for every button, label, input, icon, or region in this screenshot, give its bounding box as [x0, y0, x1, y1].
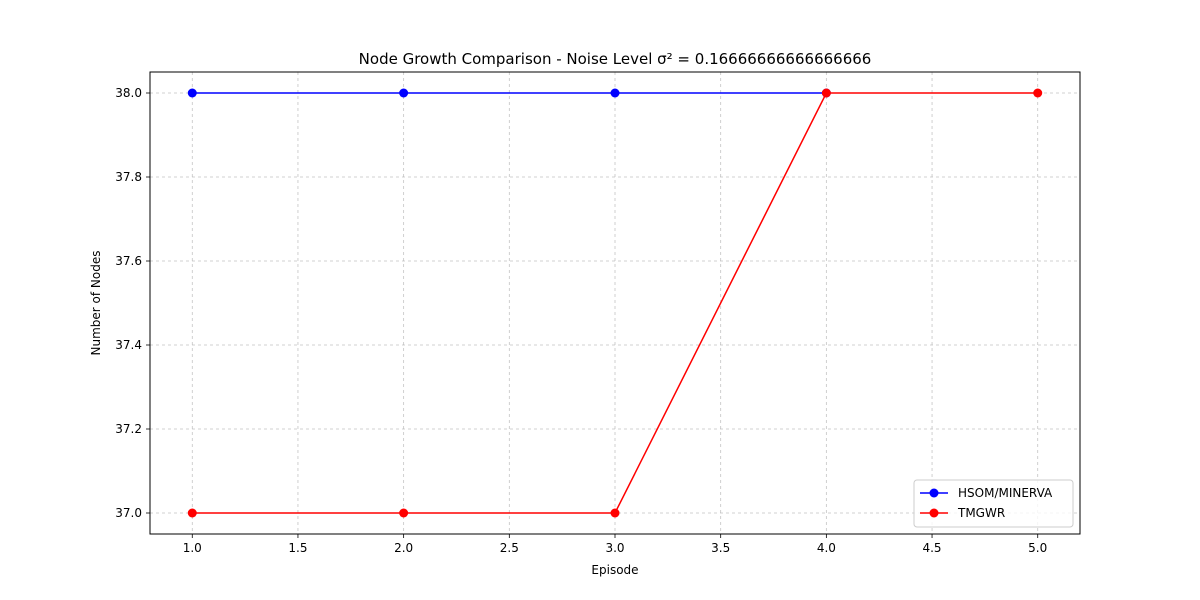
- data-point-tmgwr: [187, 508, 197, 518]
- x-tick-label: 4.0: [817, 541, 836, 555]
- data-point-tmgwr: [610, 508, 620, 518]
- y-tick-label: 37.8: [115, 170, 142, 184]
- chart-title: Node Growth Comparison - Noise Level σ² …: [359, 50, 872, 68]
- legend-label-tmgwr: TMGWR: [957, 506, 1005, 520]
- y-tick-label: 37.0: [115, 506, 142, 520]
- y-tick-label: 37.2: [115, 422, 142, 436]
- plot-series: [187, 88, 1043, 518]
- legend-marker-tmgwr: [929, 508, 939, 518]
- y-axis-ticks: 37.0 37.2 37.4 37.6 37.8 38.0: [115, 86, 150, 520]
- data-point-tmgwr: [399, 508, 409, 518]
- data-point-hsom-minerva: [187, 88, 197, 98]
- legend-box: [913, 479, 1074, 528]
- x-tick-label: 3.0: [605, 541, 624, 555]
- x-tick-label: 1.5: [288, 541, 307, 555]
- x-tick-label: 1.0: [183, 541, 202, 555]
- x-tick-label: 2.5: [500, 541, 519, 555]
- x-axis-ticks: 1.0 1.5 2.0 2.5 3.0 3.5 4.0 4.5 5.0: [183, 534, 1047, 555]
- x-tick-label: 2.0: [394, 541, 413, 555]
- legend: HSOM/MINERVA TMGWR: [913, 479, 1074, 528]
- x-tick-label: 3.5: [711, 541, 730, 555]
- data-point-hsom-minerva: [610, 88, 620, 98]
- data-point-tmgwr: [1033, 88, 1043, 98]
- x-axis-label: Episode: [591, 563, 638, 577]
- legend-marker-hsom-minerva: [929, 488, 939, 498]
- y-tick-label: 37.4: [115, 338, 142, 352]
- data-point-tmgwr: [821, 88, 831, 98]
- y-axis-label: Number of Nodes: [89, 251, 103, 356]
- data-point-hsom-minerva: [399, 88, 409, 98]
- y-tick-label: 38.0: [115, 86, 142, 100]
- legend-label-hsom-minerva: HSOM/MINERVA: [958, 486, 1053, 500]
- y-tick-label: 37.6: [115, 254, 142, 268]
- x-tick-label: 5.0: [1028, 541, 1047, 555]
- x-tick-label: 4.5: [922, 541, 941, 555]
